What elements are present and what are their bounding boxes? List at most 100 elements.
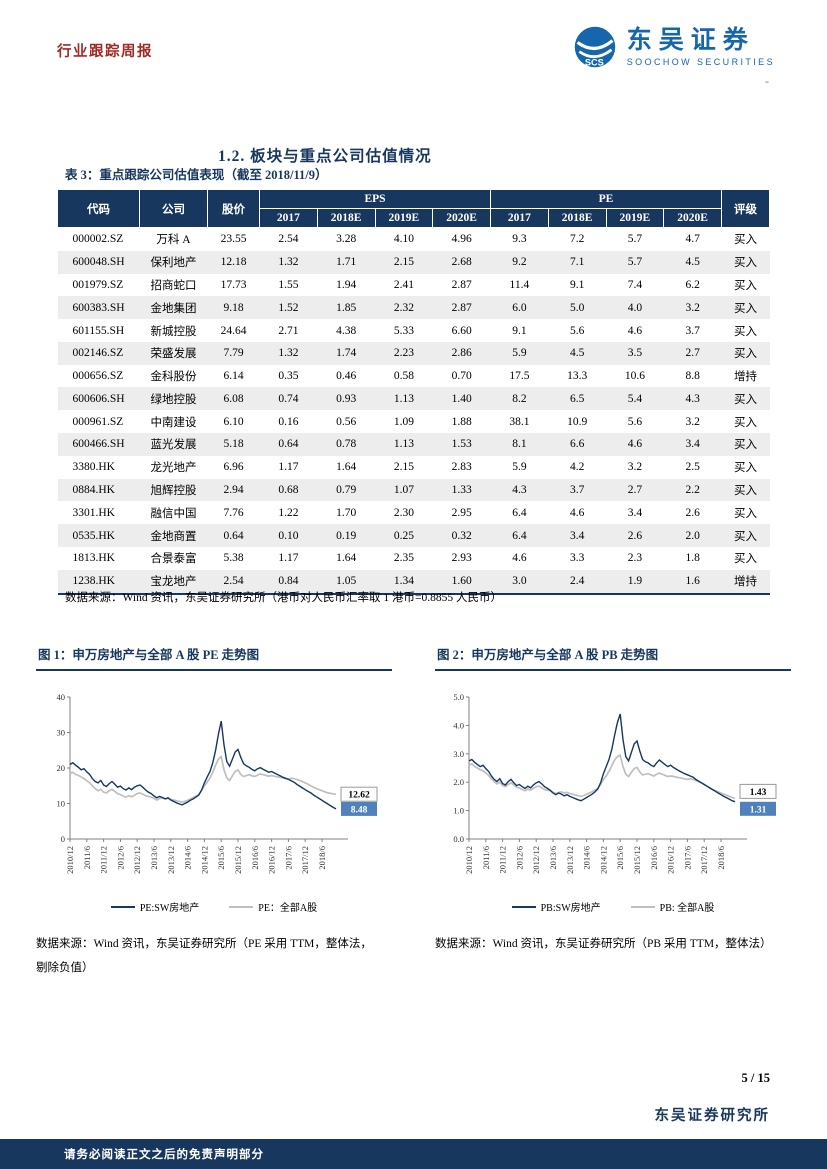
table-cell: 8.1 (512, 438, 527, 451)
svg-text:2015/12: 2015/12 (233, 846, 243, 874)
table-cell: 中南建设 (150, 416, 197, 429)
table-cell: 1.64 (336, 461, 357, 474)
table-cell: 4.6 (569, 506, 585, 519)
svg-text:2016/6: 2016/6 (649, 846, 659, 870)
table-cell: 2.71 (278, 324, 299, 337)
table-cell: 4.0 (627, 301, 643, 314)
table-cell: 金地集团 (150, 302, 197, 315)
svg-text:2012/6: 2012/6 (514, 846, 524, 870)
svg-text:3.0: 3.0 (453, 749, 464, 759)
table-cell: 3.3 (569, 552, 585, 565)
table-row: 1238.HK 宝龙地产 2.54 0.84 1.05 1.34 1.60 3.0 2.4 1.9… (57, 569, 770, 594)
table-cell: 1.05 (336, 575, 357, 588)
footer-disclaimer-bar: 请务必阅读正文之后的免责声明部分 (0, 1139, 827, 1169)
table-cell: 买入 (734, 484, 757, 497)
table-row: 3380.HK 龙光地产 6.96 1.17 1.64 2.15 2.83 5.9 4.2 3.2… (58, 456, 770, 479)
svg-text:2013/12: 2013/12 (565, 846, 575, 874)
table-cell: 17.5 (509, 370, 530, 383)
table-cell: 8.2 (512, 392, 527, 405)
svg-text:2013/12: 2013/12 (166, 846, 176, 874)
table-cell: 0.25 (393, 529, 414, 542)
table-cell: 2.7 (627, 483, 643, 496)
table-cell: 17.73 (220, 278, 247, 291)
brand-name-en: SOOCHOW SECURITIES (626, 57, 775, 68)
svg-text:2016/12: 2016/12 (267, 846, 277, 874)
svg-text:40: 40 (57, 692, 66, 702)
table-cell: 1.22 (278, 506, 299, 519)
table-cell: 9.18 (223, 301, 244, 314)
table-cell: 1.32 (278, 256, 299, 269)
table-cell: 12.18 (220, 256, 247, 269)
svg-text:2017/6: 2017/6 (283, 846, 293, 870)
table-cell: 7.1 (569, 256, 585, 269)
svg-text:5.0: 5.0 (453, 692, 464, 702)
table-cell: 3.4 (685, 438, 700, 451)
table-row: 600383.SH 金地集团 9.18 1.52 1.85 2.32 2.87 6.0 5.0 4… (57, 296, 770, 320)
table-cell: 买入 (734, 416, 757, 429)
table-cell: 000961.SZ (72, 415, 124, 428)
table-cell: 2.86 (451, 347, 472, 360)
table-cell: 买入 (734, 439, 757, 452)
svg-text:2016/6: 2016/6 (250, 846, 260, 870)
table-row: 001979.SZ 招商蛇口 17.73 1.55 1.94 2.41 2.87 11.4 9.… (58, 274, 770, 297)
table-cell: 1.8 (685, 552, 700, 565)
table-cell: 4.96 (451, 233, 472, 246)
table-cell: 买入 (734, 279, 757, 292)
table-cell: 买入 (734, 462, 757, 475)
table-cell: 0.46 (336, 370, 357, 383)
table-cell: 2.15 (393, 256, 414, 269)
table-cell: 8.8 (685, 370, 700, 383)
table-cell: 金科股份 (150, 371, 197, 384)
col-header-year: 2020E (663, 208, 722, 228)
disclaimer-text: 请务必阅读正文之后的免责声明部分 (64, 1149, 264, 1161)
svg-text:SCS: SCS (585, 57, 604, 67)
table-cell: 买入 (734, 325, 757, 338)
table-cell: 旭辉控股 (150, 484, 197, 497)
table-title: 表 3：重点跟踪公司估值表现（截至 2018/11/9） (65, 168, 328, 182)
table-cell: 2.87 (451, 278, 472, 291)
table-cell: 2.94 (223, 483, 244, 496)
table-cell: 6.4 (512, 506, 527, 519)
table-cell: 7.79 (223, 347, 244, 360)
table-cell: 0.56 (336, 415, 357, 428)
table-cell: 保利地产 (150, 257, 197, 270)
svg-text:2013/6: 2013/6 (548, 846, 558, 870)
table-cell: 5.9 (512, 347, 527, 360)
chart: 0 10 20 30 40 2010/12 2011/6 2011/12 2012/6 2012/… (36, 687, 392, 897)
table-row: 0884.HK 旭辉控股 2.94 0.68 0.79 1.07 1.33 4.3 3.7 2.7… (57, 478, 770, 502)
table-cell: 13.3 (567, 370, 588, 383)
svg-text:2011/12: 2011/12 (99, 846, 109, 874)
table-cell: 增持 (734, 371, 757, 384)
table-cell: 7.4 (627, 278, 643, 291)
soochow-logo-icon: SCS (574, 26, 616, 67)
table-row: 3301.HK 融信中国 7.76 1.22 1.70 2.30 2.95 6.4 4.6 3.4… (58, 501, 770, 524)
table-cell: 买入 (734, 257, 757, 270)
table-cell: 10.6 (624, 370, 645, 383)
valuation-table: 代码 公司 股价 EPS PE 评级 2017 2018E 2019E 2020… (57, 189, 770, 595)
table-cell: 5.18 (223, 438, 244, 451)
table-cell: 0.32 (451, 529, 472, 542)
table-cell: 4.38 (336, 324, 357, 337)
table-cell: 1.70 (336, 506, 357, 519)
svg-text:2010/12: 2010/12 (464, 846, 474, 874)
table-cell: 合景泰富 (150, 553, 197, 566)
svg-text:2017/12: 2017/12 (699, 846, 709, 874)
table-cell: 买入 (734, 553, 757, 566)
table-cell: 2.68 (451, 256, 472, 269)
svg-text:1.43: 1.43 (750, 788, 767, 798)
table-cell: 1.07 (393, 483, 414, 496)
table-cell: 4.10 (393, 233, 414, 246)
report-type-label: 行业跟踪周报 (57, 44, 153, 60)
table-cell: 1.85 (336, 301, 357, 314)
table-cell: 招商蛇口 (150, 279, 197, 292)
table-cell: 1.60 (451, 575, 472, 588)
table-cell: 买入 (734, 348, 757, 361)
table-cell: 绿地控股 (150, 393, 197, 406)
pe-chart-title: 图 1：申万房地产与全部 A 股 PE 走势图 (36, 642, 392, 671)
svg-text:2012/12: 2012/12 (132, 846, 142, 874)
table-row: 601155.SH 新城控股 24.64 2.71 4.38 5.33 6.60 9.1 5.6… (58, 319, 770, 342)
svg-text:20: 20 (57, 763, 66, 773)
table-cell: 3.2 (627, 461, 643, 474)
table-cell: 0.19 (336, 529, 357, 542)
